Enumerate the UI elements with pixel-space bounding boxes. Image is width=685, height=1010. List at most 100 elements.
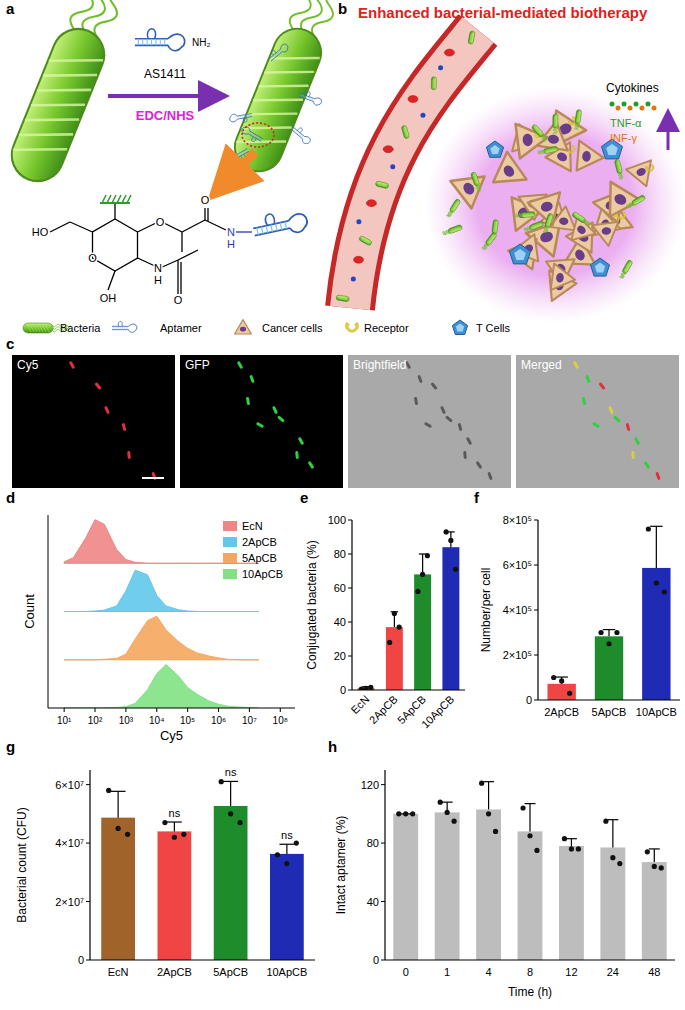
tumor-glow: [425, 87, 685, 323]
aptamer-rung: [298, 133, 300, 135]
replicate-point: [425, 553, 430, 558]
cell-rod: [414, 397, 418, 405]
aptamer-rung: [276, 53, 278, 55]
replicate-point: [387, 640, 392, 645]
aptamer-rung: [292, 128, 294, 130]
legend-label: 10ApCB: [242, 568, 283, 580]
y-axis-title: Count: [22, 594, 37, 629]
replicate-point: [652, 864, 657, 869]
y-tick-label: 8×10⁵: [503, 514, 532, 526]
panel-a: NH₂AS1411EDC/NHSHOOOHNHOOONH: [4, 0, 367, 306]
aptamer-rung: [240, 116, 242, 119]
panel-label: c: [6, 335, 14, 352]
aptamer-rung: [257, 228, 258, 235]
bond: [204, 208, 205, 220]
bacterium-body: [431, 77, 436, 90]
bond: [205, 220, 226, 230]
replicate-point: [520, 805, 525, 810]
replicate-point: [646, 526, 651, 531]
bacterium-body: [543, 146, 558, 154]
bacterium-icon: [336, 295, 350, 302]
surface-hash: [127, 195, 131, 203]
aptamer-rung: [310, 98, 311, 101]
cancer-cell-icon: [235, 320, 252, 334]
bacterium-body: [448, 224, 463, 234]
replicate-point: [617, 861, 622, 866]
bacterium-stripe: [264, 55, 314, 90]
bond: [138, 258, 155, 266]
x-axis-title: Cy5: [160, 728, 183, 743]
cell-rod: [626, 423, 631, 432]
cell-body: [562, 216, 595, 249]
bacterium-stripe: [554, 147, 557, 150]
cell-nucleus: [539, 230, 555, 244]
replicate-point: [562, 836, 567, 841]
bacterium-body: [449, 198, 461, 213]
aptamer-rung: [250, 114, 252, 117]
t-cell-body: [510, 244, 531, 264]
t-cell-icon: [591, 258, 610, 276]
cell-rod: [127, 451, 131, 459]
surface-hash: [112, 195, 116, 203]
bacterium-stripe: [547, 149, 550, 152]
cell-rod: [643, 461, 650, 469]
blood-particle: [351, 276, 356, 281]
bar: [642, 862, 667, 960]
legend: EcN2ApCB5ApCB10ApCB: [223, 520, 283, 580]
aptamer-rung: [270, 58, 272, 60]
bacterium-icon: [401, 125, 409, 139]
icon-legend-label: T Cells: [476, 322, 511, 334]
significance-label: ns: [169, 807, 181, 819]
replicate-point: [237, 820, 242, 825]
plot-area: [393, 781, 666, 960]
bacterium-body: [485, 232, 497, 246]
aptamer-stem: [269, 49, 282, 61]
aptamer-loop: [301, 135, 312, 146]
bond: [162, 222, 182, 232]
blood-particle: [438, 65, 443, 70]
cell-rod: [475, 461, 482, 469]
aptamer-icon: [229, 111, 253, 125]
chart-area: 10¹10²10³10⁴10⁵10⁶10⁷10⁸Cy5CountEcN2ApCB…: [22, 515, 295, 743]
bacterium-icon: [523, 221, 544, 233]
legend-swatch: [223, 553, 237, 563]
legend-swatch: [223, 537, 237, 547]
cell-rod: [307, 461, 314, 469]
panel-b: Enhanced bacterial-mediated biotherapyCy…: [336, 4, 685, 323]
aptamer-rung: [312, 98, 313, 101]
bacterium-stripe: [345, 297, 347, 300]
cell-nucleus: [522, 133, 533, 147]
channel-label: Brightfield: [353, 358, 406, 372]
bar: [595, 636, 623, 700]
legend-label: 5ApCB: [242, 552, 277, 564]
x-tick-label: 10⁶: [211, 715, 226, 726]
zoom-arrow: [220, 152, 255, 188]
replicate-point: [534, 848, 539, 853]
aptamer-rung: [297, 132, 299, 134]
bacterium-stripe: [539, 132, 543, 135]
error-bar: [656, 526, 657, 568]
surface-hash: [102, 195, 106, 203]
channel-label: Cy5: [17, 358, 39, 372]
receptor-icon: [346, 322, 359, 332]
bacterium-stripe: [554, 124, 557, 126]
aptamer-loop: [226, 154, 236, 164]
replicate-point: [392, 611, 397, 616]
t-cell-icon: [486, 141, 503, 157]
aptamer-rung: [276, 224, 277, 231]
cytokine-dot: [646, 102, 651, 107]
error-cap: [279, 844, 294, 845]
cell-rod: [608, 406, 614, 415]
bacterium-icon: [619, 259, 633, 279]
x-tick-label: 10³: [119, 715, 134, 726]
y-tick-label: 120: [361, 779, 379, 791]
replicate-point: [569, 846, 574, 851]
plot-area: [547, 526, 670, 700]
error-bar: [230, 781, 231, 806]
bacterium-icon: [375, 181, 389, 189]
sugar-ring: [93, 219, 138, 271]
bond: [160, 260, 178, 268]
bacterium-stripe: [618, 169, 621, 172]
error-bar: [612, 820, 613, 848]
cytokine-dot: [652, 106, 657, 111]
